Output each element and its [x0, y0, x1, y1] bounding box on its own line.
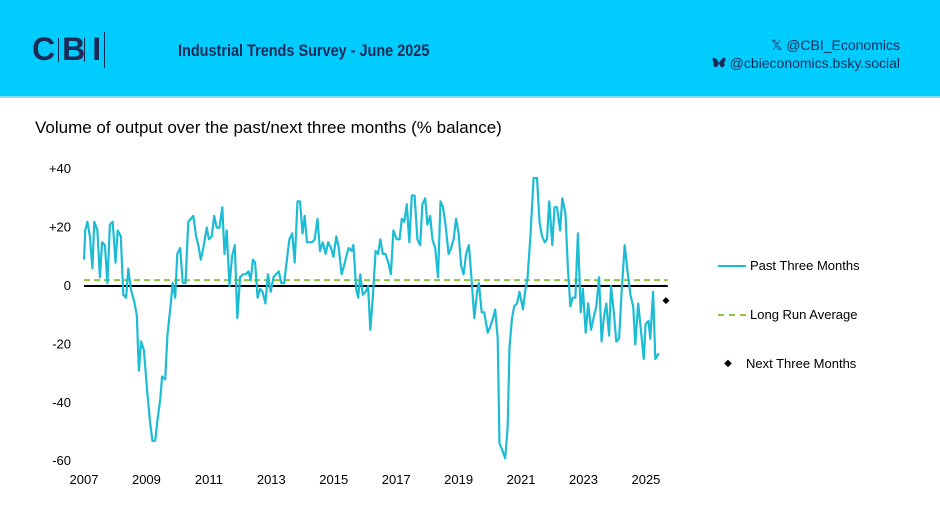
y-tick-label: +20 — [49, 220, 71, 235]
legend-label: Next Three Months — [746, 356, 857, 371]
legend-label: Long Run Average — [750, 307, 858, 322]
cbi-logo-text: CBI — [32, 31, 109, 67]
y-tick-label: -60 — [52, 453, 71, 468]
butterfly-icon — [712, 55, 730, 71]
x-tick-label: 2011 — [195, 472, 223, 487]
logo-divider — [58, 38, 59, 62]
legend-item-next: ◆ Next Three Months — [718, 356, 856, 371]
legend-item-past: Past Three Months — [718, 258, 860, 273]
x-handle[interactable]: @CBI_Economics — [786, 37, 900, 53]
y-tick-label: -40 — [52, 395, 71, 410]
x-tick-label: 2013 — [257, 472, 286, 487]
past-three-months-line — [82, 176, 660, 460]
x-tick-label: 2023 — [569, 472, 598, 487]
cbi-logo: CBI — [32, 30, 122, 70]
x-tick-label: 2019 — [444, 472, 473, 487]
legend-item-long-run: Long Run Average — [718, 307, 857, 322]
header-banner: CBI Industrial Trends Survey - June 2025… — [0, 0, 940, 98]
x-logo-icon: 𝕏 — [771, 37, 787, 53]
y-tick-label: +40 — [49, 161, 71, 176]
logo-divider — [84, 38, 85, 62]
legend-swatch-dashed — [718, 313, 746, 316]
x-tick-label: 2009 — [132, 472, 161, 487]
x-tick-label: 2025 — [631, 472, 660, 487]
logo-divider — [104, 32, 105, 68]
social-handles: 𝕏 @CBI_Economics @cbieconomics.bsky.soci… — [712, 36, 900, 72]
survey-title: Industrial Trends Survey - June 2025 — [178, 41, 430, 60]
legend-label: Past Three Months — [750, 258, 860, 273]
diamond-marker-icon: ◆ — [724, 358, 732, 369]
x-tick-label: 2007 — [70, 472, 99, 487]
x-tick-label: 2015 — [319, 472, 348, 487]
next-three-months-marker — [662, 297, 670, 305]
y-tick-label: -20 — [52, 336, 71, 351]
bluesky-handle[interactable]: @cbieconomics.bsky.social — [729, 55, 900, 71]
x-tick-label: 2021 — [507, 472, 536, 487]
x-tick-label: 2017 — [382, 472, 411, 487]
legend-swatch-solid — [718, 264, 746, 267]
chart-title: Volume of output over the past/next thre… — [35, 118, 502, 137]
y-tick-label: 0 — [64, 278, 71, 293]
